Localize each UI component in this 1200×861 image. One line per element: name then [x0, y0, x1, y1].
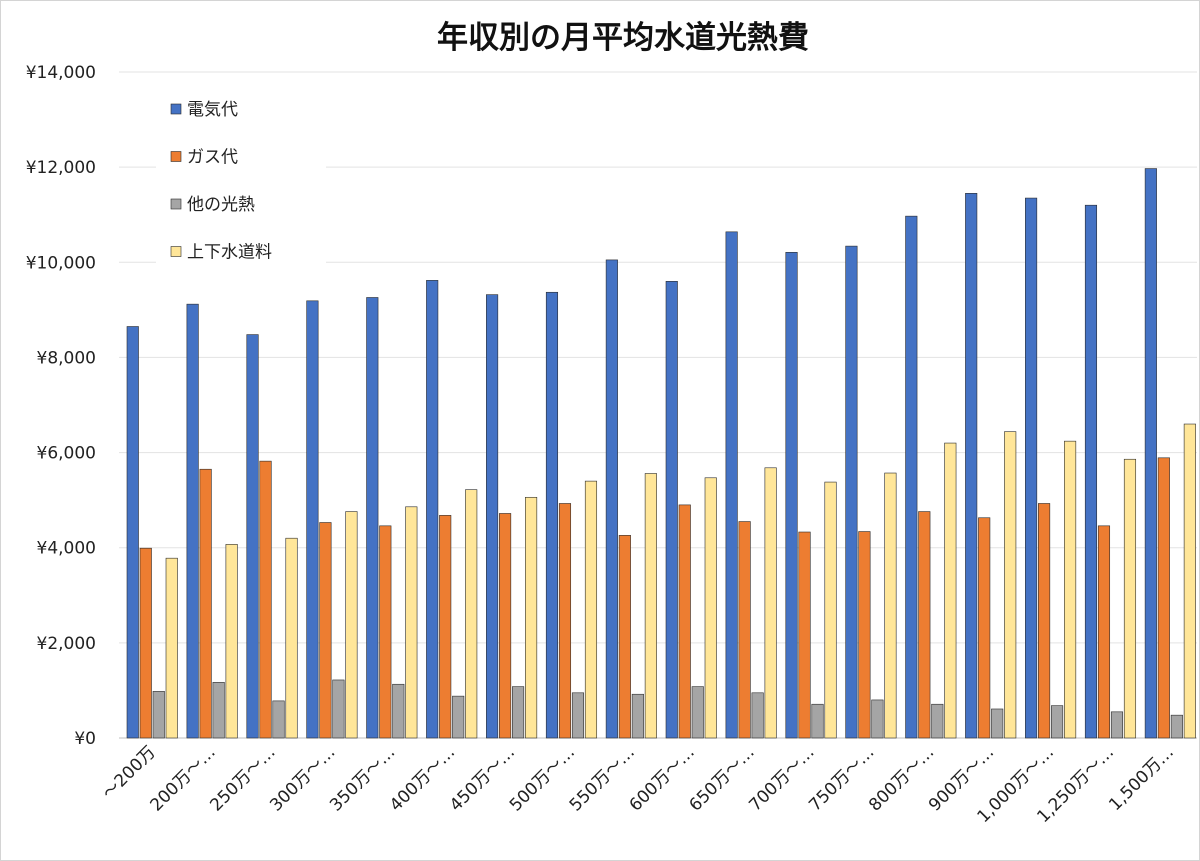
bar [785, 251, 798, 739]
bar [332, 679, 345, 739]
bar [152, 691, 165, 739]
bar [1051, 705, 1064, 739]
legend-background [156, 83, 326, 278]
y-tick-label: ¥8,000 [37, 348, 96, 368]
bar [486, 294, 499, 739]
x-tick-label: ～200万 [99, 742, 160, 803]
bar [319, 522, 332, 739]
y-axis-ticks: ¥0 ¥2,000 ¥4,000 ¥6,000 ¥8,000 ¥10,000 ¥12,000… [26, 63, 96, 749]
bar [1097, 525, 1111, 739]
bar [905, 215, 918, 739]
y-tick-label: ¥12,000 [26, 158, 96, 178]
bar [285, 537, 298, 739]
bar [918, 511, 931, 739]
bar [345, 511, 358, 739]
bar [1038, 503, 1051, 739]
bar [165, 557, 178, 739]
bar [499, 513, 512, 739]
y-tick-label: ¥10,000 [26, 253, 96, 273]
bar [1183, 423, 1196, 739]
bar [605, 259, 618, 739]
bar [1144, 168, 1157, 739]
bar [691, 686, 704, 739]
bar [465, 489, 478, 739]
legend-label: ガス代 [187, 148, 238, 168]
bar [139, 547, 152, 739]
bar [1157, 457, 1170, 739]
bar [246, 334, 259, 739]
bar [1004, 431, 1017, 739]
bar [126, 326, 139, 739]
bar [1084, 204, 1098, 739]
bar [272, 700, 285, 739]
bar [571, 692, 585, 739]
bar [212, 682, 225, 739]
bar [366, 297, 379, 739]
bar [259, 460, 272, 739]
bar [678, 504, 691, 739]
bar [991, 708, 1004, 739]
bar [704, 477, 717, 739]
legend-swatch [170, 151, 182, 162]
bar [845, 245, 858, 739]
bar [225, 544, 238, 739]
legend-swatch [170, 103, 182, 115]
bar [824, 481, 837, 739]
bar [884, 472, 897, 739]
y-tick-label: ¥0 [74, 729, 96, 749]
bar [725, 231, 738, 739]
bar [871, 699, 884, 739]
bar [644, 473, 657, 739]
bar [1170, 714, 1183, 739]
bar [525, 496, 538, 739]
bar [811, 703, 824, 739]
bar [199, 468, 212, 739]
y-tick-label: ¥2,000 [37, 634, 96, 654]
bar [858, 531, 871, 739]
bar [738, 521, 751, 739]
bar [392, 683, 405, 739]
x-tick-label: 1,500万… [1105, 742, 1178, 815]
bar [751, 692, 764, 739]
y-tick-label: ¥4,000 [37, 539, 96, 559]
bar [452, 695, 465, 739]
legend-label: 他の光熱 [187, 195, 255, 215]
legend-label: 電気代 [187, 100, 238, 120]
bar [931, 703, 944, 739]
bar [379, 525, 392, 739]
bars [126, 168, 1196, 739]
bar [306, 300, 319, 739]
y-tick-label: ¥6,000 [37, 444, 96, 464]
bar [944, 442, 957, 739]
bar [545, 291, 559, 739]
bar [1123, 458, 1137, 739]
bar [1025, 197, 1038, 739]
bar [405, 506, 418, 739]
legend-swatch [170, 198, 182, 210]
bar [631, 693, 644, 739]
legend-swatch [170, 246, 182, 257]
bar [558, 503, 572, 739]
x-axis-ticks: ～200万200万～…250万～…300万～…350万～…400万～…450万～… [99, 742, 1178, 827]
bar [965, 193, 978, 739]
bar [439, 515, 452, 739]
bar [512, 686, 525, 739]
bar [1064, 440, 1077, 739]
legend-label: 上下水道料 [187, 243, 272, 263]
bar [618, 535, 631, 739]
bar [1110, 711, 1124, 739]
chart-title: 年収別の月平均水道光熱費 [437, 20, 809, 56]
bar [764, 467, 777, 739]
bar [978, 517, 991, 739]
bar [665, 281, 678, 739]
bar [798, 531, 811, 739]
bar [186, 303, 199, 739]
bar [426, 280, 439, 739]
y-tick-label: ¥14,000 [26, 63, 96, 83]
bar [584, 480, 598, 739]
